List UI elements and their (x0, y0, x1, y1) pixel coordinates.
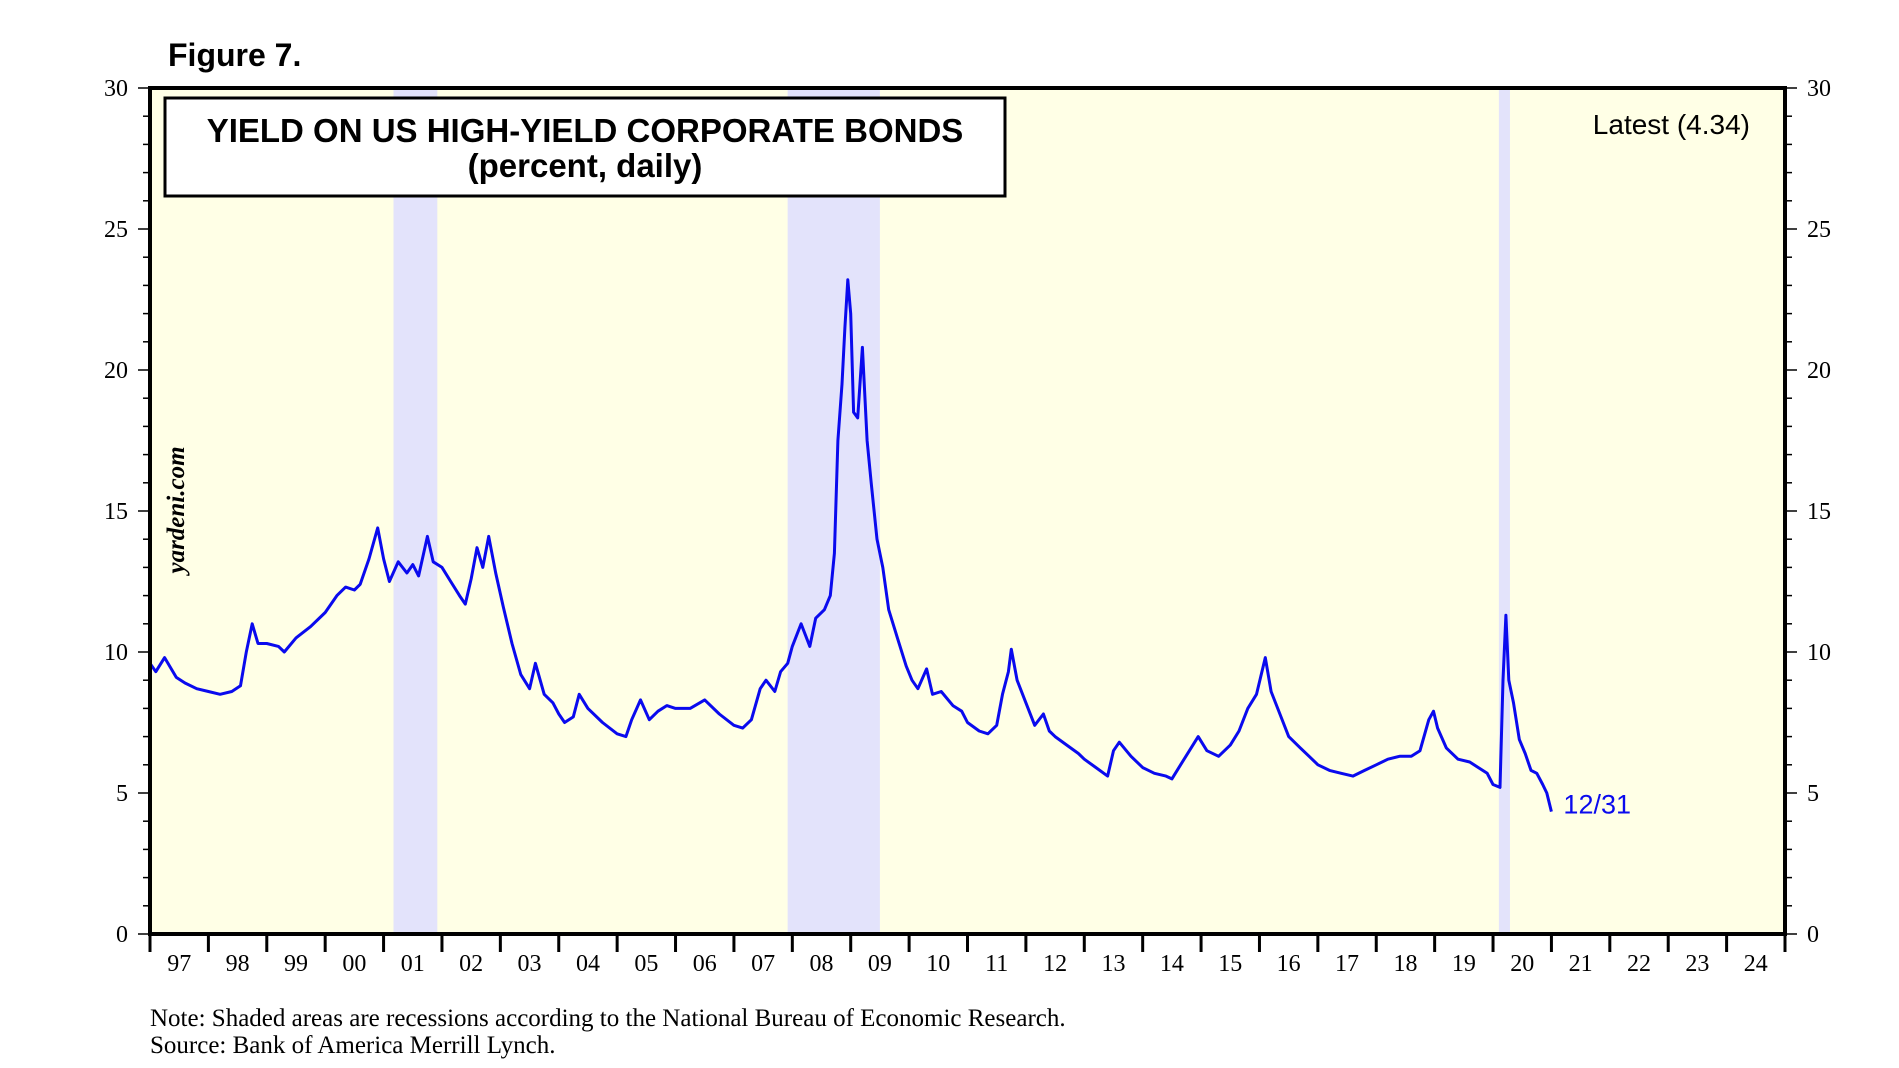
plot-frame (148, 86, 1787, 936)
x-tick-label: 23 (1685, 951, 1709, 977)
source-line: Source: Bank of America Merrill Lynch. (150, 1032, 555, 1059)
y-tick-label: 30 (104, 76, 128, 102)
y-tick-label: 0 (116, 922, 128, 948)
x-axis-labels: 97 98 99 00 01 02 03 04 05 06 07 08 09 10 11 12 13 14 15 16… (167, 951, 1768, 977)
x-tick-label: 04 (576, 951, 600, 977)
y-tick-label: 25 (104, 217, 128, 243)
figure-label: Figure 7. (168, 37, 301, 73)
recession-shading (393, 88, 1510, 934)
watermark: yardeni.com (163, 446, 190, 576)
x-tick-label: 24 (1744, 951, 1768, 977)
recession-band (1498, 88, 1510, 934)
x-tick-label: 19 (1452, 951, 1476, 977)
x-tick-label: 06 (693, 951, 717, 977)
x-tick-label: 22 (1627, 951, 1651, 977)
y-tick-label: 20 (104, 358, 128, 384)
recession-band (393, 88, 438, 934)
x-tick-label: 11 (985, 951, 1008, 977)
series-line-hy-yield (148, 278, 1553, 812)
x-tick-label: 10 (926, 951, 950, 977)
y-tick-label: 5 (116, 781, 128, 807)
note-line: Note: Shaded areas are recessions accord… (150, 1005, 1066, 1032)
y-tick-label: 0 (1807, 922, 1819, 948)
x-tick-label: 02 (459, 951, 483, 977)
chart-title: YIELD ON US HIGH-YIELD CORPORATE BONDS (207, 112, 964, 149)
y-tick-label: 15 (1807, 499, 1831, 525)
x-tick-label: 14 (1160, 951, 1184, 977)
x-tick-label: 12 (1043, 951, 1067, 977)
x-tick-label: 17 (1335, 951, 1359, 977)
title-box: YIELD ON US HIGH-YIELD CORPORATE BONDS (… (163, 96, 1007, 198)
x-tick-label: 97 (167, 951, 191, 977)
x-tick-label: 13 (1101, 951, 1125, 977)
y-axis-right-labels: 0 5 10 15 20 25 30 (1807, 76, 1831, 948)
y-tick-label: 30 (1807, 76, 1831, 102)
chart-subtitle: (percent, daily) (468, 147, 703, 184)
recession-band (787, 88, 880, 934)
y-axis-left-labels: 0 5 10 15 20 25 30 (104, 76, 128, 948)
x-tick-label: 99 (284, 951, 308, 977)
y-tick-label: 15 (104, 499, 128, 525)
x-tick-label: 03 (518, 951, 542, 977)
y-tick-label: 5 (1807, 781, 1819, 807)
x-tick-label: 98 (226, 951, 250, 977)
y-tick-label: 10 (104, 640, 128, 666)
x-tick-label: 07 (751, 951, 775, 977)
latest-value-label: Latest (4.34) (1593, 109, 1750, 140)
x-tick-label: 05 (634, 951, 658, 977)
y-tick-label: 20 (1807, 358, 1831, 384)
x-tick-label: 15 (1218, 951, 1242, 977)
x-tick-label: 21 (1569, 951, 1593, 977)
x-tick-label: 20 (1510, 951, 1534, 977)
end-date-label: 12/31 (1563, 790, 1631, 820)
x-tick-label: 16 (1277, 951, 1301, 977)
y-tick-label: 10 (1807, 640, 1831, 666)
x-tick-label: 08 (810, 951, 834, 977)
x-tick-label: 18 (1393, 951, 1417, 977)
y-tick-label: 25 (1807, 217, 1831, 243)
x-tick-label: 09 (868, 951, 892, 977)
x-tick-label: 00 (342, 951, 366, 977)
x-tick-label: 01 (401, 951, 425, 977)
